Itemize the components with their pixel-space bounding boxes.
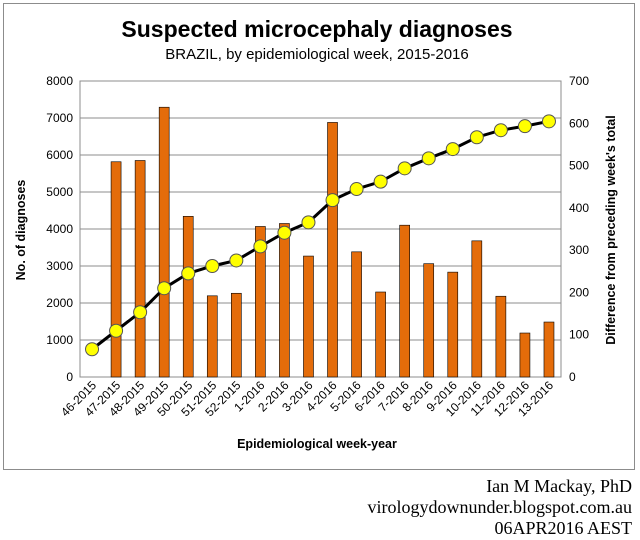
right-tick-label: 0: [569, 370, 576, 384]
right-tick-label: 300: [569, 243, 589, 257]
line-point: [253, 239, 268, 254]
credit-date: 06APR2016 AEST: [494, 518, 632, 538]
plot-area: [79, 80, 562, 378]
line-point: [133, 305, 148, 320]
line-point: [301, 215, 316, 230]
line-point: [445, 142, 460, 157]
bar: [110, 161, 122, 378]
bar: [158, 106, 170, 378]
right-axis-ticks: 0 100 200 300 400 500 600 700: [569, 74, 589, 384]
line-point: [109, 323, 124, 338]
credit-site: virologydownunder.blogspot.com.au: [367, 497, 632, 517]
right-tick-label: 400: [569, 201, 589, 215]
line-point: [397, 161, 412, 176]
credits: Ian M Mackay, PhD virologydownunder.blog…: [368, 476, 632, 539]
bar: [134, 160, 146, 378]
left-tick-label: 4000: [46, 222, 73, 236]
right-tick-label: 600: [569, 116, 589, 130]
right-tick-label: 500: [569, 159, 589, 173]
microcephaly-chart: Suspected microcephaly diagnoses BRAZIL,…: [14, 16, 618, 451]
line-point: [325, 193, 340, 208]
bar: [303, 255, 314, 378]
line-point: [277, 225, 292, 240]
bar: [351, 251, 362, 378]
credit-author: Ian M Mackay, PhD: [486, 476, 632, 496]
left-tick-label: 3000: [46, 259, 73, 273]
bar: [519, 332, 531, 378]
line-point: [517, 119, 532, 134]
left-tick-label: 0: [66, 370, 73, 384]
bar: [471, 240, 483, 378]
left-axis-ticks: 0 1000 2000 3000 4000 5000 6000 7000 8000: [46, 74, 73, 384]
left-tick-label: 2000: [46, 296, 73, 310]
bar: [206, 295, 218, 378]
left-tick-label: 7000: [46, 111, 73, 125]
chart-subtitle: BRAZIL, by epidemiological week, 2015-20…: [165, 46, 469, 63]
left-axis-label: No. of diagnoses: [14, 180, 28, 281]
x-axis-ticks: 46-201547-201548-201549-201550-201551-20…: [58, 378, 556, 419]
bar-series: [110, 106, 555, 378]
line-point: [157, 281, 172, 296]
gridlines: [80, 80, 561, 378]
bar: [375, 291, 386, 378]
line-point: [229, 253, 244, 268]
left-tick-label: 5000: [46, 185, 73, 199]
left-tick-label: 6000: [46, 148, 73, 162]
line-point: [373, 174, 388, 189]
line-point: [85, 342, 100, 357]
line-point: [349, 182, 364, 197]
x-axis-label: Epidemiological week-year: [237, 437, 397, 451]
left-tick-label: 1000: [46, 333, 73, 347]
chart-title: Suspected microcephaly diagnoses: [121, 16, 512, 42]
bar: [399, 224, 410, 378]
bar: [327, 122, 338, 378]
bar: [543, 321, 555, 378]
bar: [279, 223, 290, 378]
bar: [182, 216, 194, 378]
line-point: [205, 259, 220, 273]
line-series: [85, 114, 556, 357]
line-point: [493, 123, 508, 138]
bar: [495, 295, 507, 378]
bar: [423, 263, 435, 378]
bar: [255, 226, 266, 378]
left-tick-label: 8000: [46, 74, 73, 88]
line-point: [469, 130, 484, 145]
right-axis-label: Difference from preceding week's total: [604, 115, 618, 344]
line-point: [421, 151, 436, 166]
line-point: [181, 266, 196, 281]
bar: [231, 292, 242, 378]
right-tick-label: 200: [569, 285, 589, 299]
bar: [447, 271, 459, 378]
right-tick-label: 700: [569, 74, 589, 88]
line-point: [541, 114, 556, 129]
right-tick-label: 100: [569, 328, 589, 342]
chart-frame: Suspected microcephaly diagnoses BRAZIL,…: [3, 3, 635, 470]
